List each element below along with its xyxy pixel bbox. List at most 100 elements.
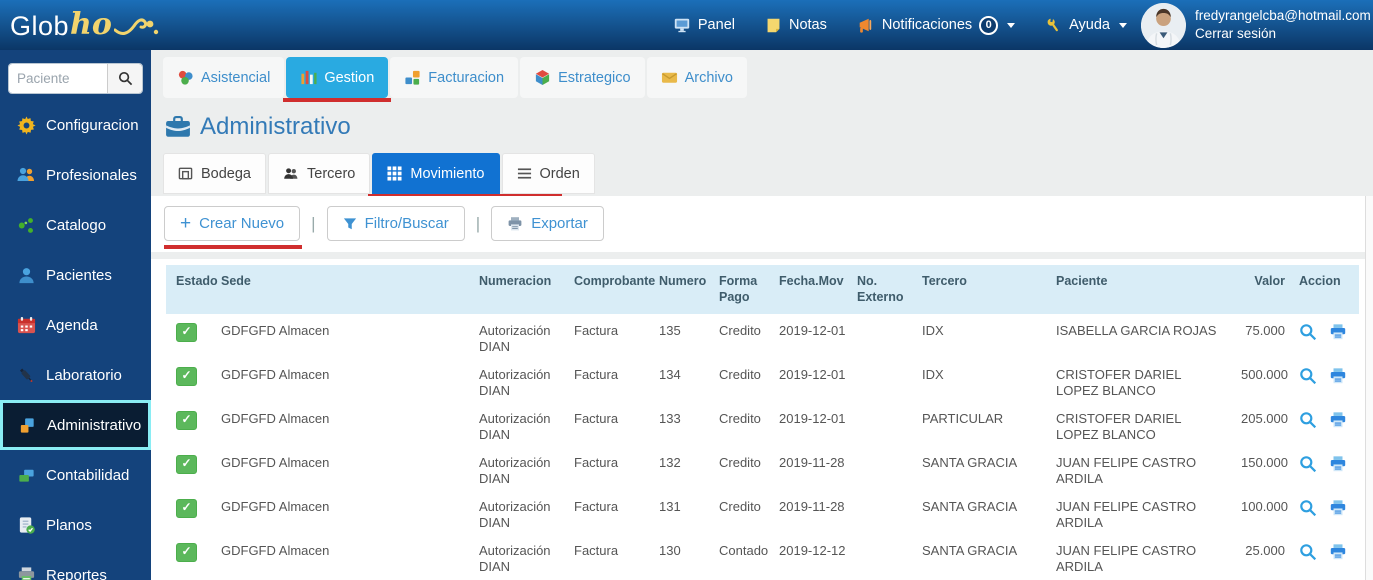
main-tabs: Asistencial Gestion Facturacion Estrateg… xyxy=(163,57,747,102)
check-icon[interactable] xyxy=(176,366,197,386)
tab-estrategico[interactable]: Estrategico xyxy=(520,57,645,98)
print-row-button[interactable] xyxy=(1329,455,1347,473)
create-new-button[interactable]: + Crear Nuevo xyxy=(164,206,303,249)
filter-search-button[interactable]: Filtro/Buscar xyxy=(326,206,465,241)
sidebar-item-catalogo[interactable]: Catalogo xyxy=(0,200,151,250)
envelope-icon xyxy=(661,72,677,83)
sidebar-item-pacientes[interactable]: Pacientes xyxy=(0,250,151,300)
table-row: GDFGFD Almacen Autorización DIAN Factura… xyxy=(166,534,1359,578)
cell-comprobante: Factura xyxy=(574,322,619,338)
wrench-icon xyxy=(1047,18,1059,31)
bars-icon xyxy=(301,70,317,85)
view-detail-button[interactable] xyxy=(1299,323,1317,341)
subtab-movimiento[interactable]: Movimiento xyxy=(368,153,562,198)
patient-search-input[interactable] xyxy=(9,64,107,93)
subtab-label: Bodega xyxy=(201,165,251,182)
check-icon[interactable] xyxy=(176,322,197,342)
calendar-icon xyxy=(16,315,36,335)
sidebar-item-administrativo[interactable]: Administrativo xyxy=(0,400,151,450)
topbar-nav: Panel Notas Notificaciones 0 Ayuda xyxy=(673,15,1127,35)
tab-asistencial[interactable]: Asistencial xyxy=(163,57,285,98)
sidebar-item-label: Catalogo xyxy=(46,216,107,234)
table-row: GDFGFD Almacen Autorización DIAN Factura… xyxy=(166,314,1359,358)
check-icon[interactable] xyxy=(176,542,197,562)
sidebar-item-label: Pacientes xyxy=(46,266,112,284)
printer-icon xyxy=(508,216,522,230)
blocks-icon xyxy=(405,70,420,85)
cell-accion xyxy=(1289,358,1351,402)
cell-accion xyxy=(1289,314,1351,358)
subtab-orden[interactable]: Orden xyxy=(501,153,595,194)
col-no-externo: No. Externo xyxy=(857,274,904,305)
check-icon[interactable] xyxy=(176,410,197,430)
cell-no-externo xyxy=(847,358,912,402)
magnifier-icon xyxy=(1300,499,1317,516)
cell-paciente: CRISTOFER DARIEL LOPEZ BLANCO xyxy=(1056,410,1181,443)
app-logo[interactable]: Glob ho xyxy=(10,10,160,40)
page-title-text: Administrativo xyxy=(200,113,351,140)
sidebar-item-laboratorio[interactable]: Laboratorio xyxy=(0,350,151,400)
tab-archivo[interactable]: Archivo xyxy=(646,57,747,98)
tab-gestion[interactable]: Gestion xyxy=(283,57,392,102)
cell-forma-pago: Credito xyxy=(719,410,761,426)
tab-facturacion[interactable]: Facturacion xyxy=(390,57,519,98)
cell-fecha-mov: 2019-12-12 xyxy=(779,542,846,558)
nav-notificaciones[interactable]: Notificaciones 0 xyxy=(857,15,1016,35)
user-avatar[interactable] xyxy=(1141,2,1186,48)
search-button[interactable] xyxy=(107,64,142,93)
col-valor: Valor xyxy=(1254,274,1285,288)
person-icon xyxy=(16,265,36,285)
view-detail-button[interactable] xyxy=(1299,499,1317,517)
col-accion: Accion xyxy=(1299,274,1341,288)
table-row: GDFGFD Almacen Autorización DIAN Factura… xyxy=(166,358,1359,402)
user-email: fredyrangelcba@hotmail.com xyxy=(1195,8,1371,24)
check-icon[interactable] xyxy=(176,498,197,518)
nav-notas[interactable]: Notas xyxy=(765,17,827,34)
view-detail-button[interactable] xyxy=(1299,367,1317,385)
cell-accion xyxy=(1289,534,1351,578)
view-detail-button[interactable] xyxy=(1299,543,1317,561)
chevron-down-icon xyxy=(1119,22,1127,28)
sidebar-item-reportes[interactable]: Reportes xyxy=(0,550,151,580)
subtab-bodega[interactable]: Bodega xyxy=(163,153,266,194)
sidebar-item-contabilidad[interactable]: Contabilidad xyxy=(0,450,151,500)
print-row-button[interactable] xyxy=(1329,411,1347,429)
cell-tercero: SANTA GRACIA xyxy=(922,542,1018,558)
print-row-button[interactable] xyxy=(1329,367,1347,385)
cell-estado xyxy=(166,446,211,490)
sidebar-item-planos[interactable]: Planos xyxy=(0,500,151,550)
subtab-tercero[interactable]: Tercero xyxy=(268,153,371,194)
table-row: GDFGFD Almacen Autorización DIAN Factura… xyxy=(166,490,1359,534)
logout-link[interactable]: Cerrar sesión xyxy=(1195,26,1277,41)
sidebar-item-label: Profesionales xyxy=(46,166,137,184)
nav-ayuda[interactable]: Ayuda xyxy=(1045,17,1127,34)
print-row-button[interactable] xyxy=(1329,543,1347,561)
blocks-icon xyxy=(17,415,37,435)
logo-text-ho: ho xyxy=(70,7,112,42)
export-button[interactable]: Exportar xyxy=(491,206,604,241)
nav-notas-label: Notas xyxy=(788,17,827,33)
cell-comprobante: Factura xyxy=(574,366,619,382)
print-row-button[interactable] xyxy=(1329,323,1347,341)
view-detail-button[interactable] xyxy=(1299,411,1317,429)
cell-numeracion: Autorización DIAN xyxy=(479,410,551,443)
nav-panel[interactable]: Panel xyxy=(673,16,735,34)
sidebar-item-agenda[interactable]: Agenda xyxy=(0,300,151,350)
col-comprobante: Comprobante xyxy=(574,274,656,288)
cell-valor: 75.000 xyxy=(1245,322,1285,338)
toolbar: + Crear Nuevo | Filtro/Buscar | Exportar xyxy=(151,196,1373,249)
sidebar-item-configuracion[interactable]: Configuracion xyxy=(0,100,151,150)
view-detail-button[interactable] xyxy=(1299,455,1317,473)
cell-no-externo xyxy=(847,402,912,446)
cell-comprobante: Factura xyxy=(574,542,619,558)
check-icon[interactable] xyxy=(176,454,197,474)
tab-label: Estrategico xyxy=(558,69,631,86)
sidebar-item-profesionales[interactable]: Profesionales xyxy=(0,150,151,200)
cell-fecha-mov: 2019-11-28 xyxy=(779,454,845,470)
col-forma-pago: Forma Pago xyxy=(719,274,758,305)
vertical-scrollbar[interactable] xyxy=(1365,196,1373,580)
print-row-button[interactable] xyxy=(1329,499,1347,517)
megaphone-icon xyxy=(859,18,872,33)
magnifier-icon xyxy=(1300,323,1317,340)
cell-fecha-mov: 2019-12-01 xyxy=(779,410,846,426)
